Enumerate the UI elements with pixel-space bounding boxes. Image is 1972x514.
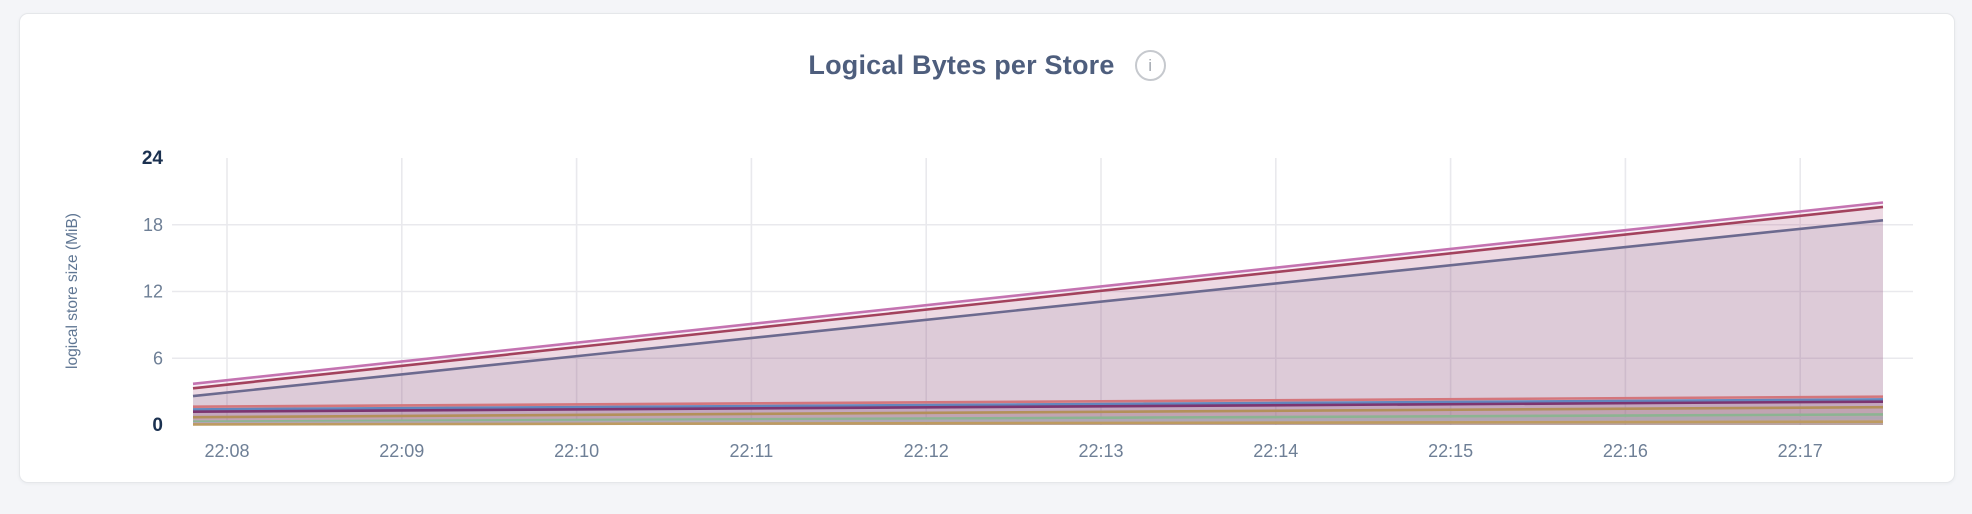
y-tick-label: 12 bbox=[143, 282, 163, 302]
series-line-store-h[interactable] bbox=[192, 413, 1884, 423]
series-line-store-f[interactable] bbox=[192, 400, 1884, 413]
series-area-store-c bbox=[193, 220, 1883, 425]
chart-header: Logical Bytes per Store i bbox=[20, 50, 1954, 81]
x-tick-label: 22:12 bbox=[904, 441, 949, 461]
info-icon-glyph: i bbox=[1148, 55, 1152, 75]
series-line-store-i[interactable] bbox=[192, 416, 1884, 425]
chart-lines bbox=[192, 201, 1884, 426]
x-tick-label: 22:17 bbox=[1778, 441, 1823, 461]
series-line-store-g[interactable] bbox=[192, 405, 1884, 419]
x-tick-label: 22:13 bbox=[1078, 441, 1123, 461]
x-tick-label: 22:08 bbox=[204, 441, 249, 461]
logical-bytes-line-chart[interactable]: 22:08 22:09 22:10 22:11 22:12 22:13 22:14 22:15… bbox=[20, 14, 1972, 514]
y-tick-label: 0 bbox=[152, 415, 163, 436]
y-tick-label: 6 bbox=[153, 348, 163, 368]
series-line-store-b[interactable] bbox=[192, 205, 1884, 390]
series-area-store-b bbox=[193, 206, 1883, 425]
series-area-store-a bbox=[193, 202, 1883, 425]
chart-areas bbox=[193, 202, 1883, 425]
x-tick-label: 22:14 bbox=[1253, 441, 1298, 461]
y-axis-title: logical store size (MiB) bbox=[64, 213, 81, 369]
x-tick-label: 22:15 bbox=[1428, 441, 1473, 461]
y-tick-label: 18 bbox=[143, 215, 163, 235]
chart-title: Logical Bytes per Store bbox=[808, 50, 1115, 80]
chart-card: Logical Bytes per Store i 22:08 22:09 22:1… bbox=[19, 13, 1955, 483]
chart-axis-labels: 22:08 22:09 22:10 22:11 22:12 22:13 22:14 22:15… bbox=[64, 148, 1823, 461]
y-tick-label: 24 bbox=[142, 148, 164, 169]
x-tick-label: 22:10 bbox=[554, 441, 599, 461]
x-tick-label: 22:09 bbox=[379, 441, 424, 461]
series-line-store-j[interactable] bbox=[192, 420, 1884, 426]
x-tick-label: 22:16 bbox=[1603, 441, 1648, 461]
series-line-store-c[interactable] bbox=[192, 219, 1884, 398]
series-line-store-a[interactable] bbox=[192, 201, 1884, 386]
series-line-store-e[interactable] bbox=[192, 398, 1884, 411]
x-tick-label: 22:11 bbox=[730, 441, 774, 461]
series-line-store-d[interactable] bbox=[192, 395, 1884, 408]
info-icon[interactable]: i bbox=[1134, 50, 1166, 81]
dashboard-background: Logical Bytes per Store i 22:08 22:09 22:1… bbox=[19, 13, 1955, 483]
